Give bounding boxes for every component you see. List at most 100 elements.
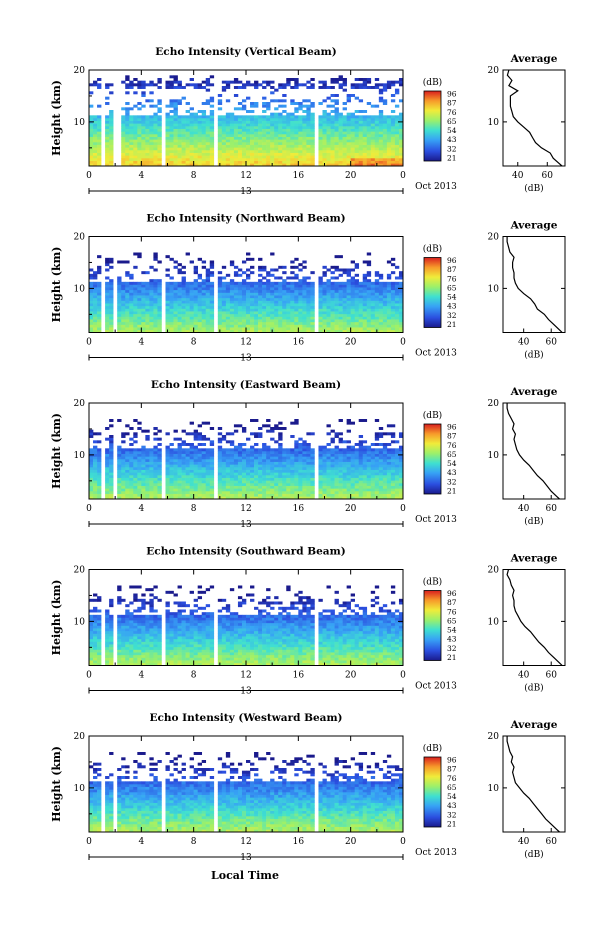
heatmap-cell <box>137 485 142 489</box>
heatmap-cell <box>149 91 154 95</box>
heatmap-cell <box>370 134 376 137</box>
heatmap-cell <box>141 281 146 285</box>
heatmap-cell <box>274 456 279 460</box>
heatmap-cell <box>153 464 158 468</box>
heatmap-cell <box>173 284 178 288</box>
heatmap-cell <box>145 289 150 293</box>
heatmap-cell <box>93 142 98 145</box>
heatmap-cell <box>97 120 102 124</box>
heatmap-cell <box>109 112 114 116</box>
average-x-tick-label: 40 <box>512 171 524 181</box>
heatmap-cell <box>382 287 388 291</box>
heatmap-cell <box>318 147 323 151</box>
heatmap-cell <box>217 324 223 328</box>
heatmap-cell <box>398 321 404 325</box>
heatmap-cell <box>330 472 335 476</box>
heatmap-cell <box>169 456 174 460</box>
heatmap-cell <box>290 316 295 320</box>
heatmap-cell <box>382 118 388 121</box>
heatmap-cell <box>354 316 360 320</box>
heatmap-cell <box>185 461 190 465</box>
heatmap-cell <box>262 475 267 478</box>
heatmap-cell <box>157 155 162 159</box>
heatmap-cell <box>338 152 343 156</box>
heatmap-cell <box>278 126 283 129</box>
heatmap-cell <box>129 480 134 484</box>
average-title: Average <box>510 53 558 65</box>
heatmap-cell <box>350 475 355 478</box>
heatmap-cell <box>205 147 211 151</box>
heatmap-cell <box>334 163 339 167</box>
heatmap-cell <box>189 469 194 473</box>
heatmap-cell <box>274 131 279 135</box>
heatmap-cell <box>129 467 134 470</box>
heatmap-cell <box>322 287 327 291</box>
heatmap-cell <box>241 295 247 299</box>
heatmap-cell <box>201 324 207 328</box>
heatmap-cell <box>278 308 283 312</box>
heatmap-cell <box>169 150 174 153</box>
heatmap-cell <box>117 488 122 492</box>
heatmap-cell <box>185 289 190 293</box>
heatmap-cell <box>378 158 384 161</box>
heatmap-cell <box>181 493 186 497</box>
heatmap-cell <box>141 287 146 291</box>
heatmap-cell <box>141 453 146 457</box>
heatmap-cell <box>241 461 247 465</box>
heatmap-cell <box>121 308 126 312</box>
heatmap-cell <box>225 440 231 444</box>
heatmap-cell <box>306 297 311 301</box>
heatmap-cell <box>221 496 227 500</box>
heatmap-cell <box>177 150 182 153</box>
heatmap-cell <box>310 144 315 148</box>
heatmap-cell <box>354 96 360 100</box>
heatmap-cell <box>342 155 347 159</box>
heatmap-cell <box>225 136 231 140</box>
heatmap-cell <box>330 300 335 304</box>
heatmap-cell <box>294 118 299 121</box>
heatmap-cell <box>278 435 283 438</box>
heatmap-cell <box>173 281 178 285</box>
heatmap-cell <box>338 287 343 291</box>
heatmap-cell <box>294 257 299 261</box>
heatmap-cell <box>221 86 227 89</box>
heatmap-cell <box>237 451 243 454</box>
heatmap-cell <box>262 477 267 481</box>
heatmap-cell <box>241 496 247 500</box>
heatmap-cell <box>250 311 255 315</box>
heatmap-cell <box>117 289 122 293</box>
heatmap-cell <box>181 118 186 121</box>
heatmap-cell <box>209 308 215 312</box>
heatmap-cell <box>342 477 347 481</box>
heatmap-cell <box>326 491 331 494</box>
heatmap-cell <box>346 160 351 164</box>
panel-1: Echo Intensity (Northward Beam)Height (k… <box>50 213 566 364</box>
heatmap-cell <box>310 432 315 436</box>
heatmap-cell <box>302 276 307 280</box>
heatmap-cell <box>254 496 259 500</box>
heatmap-cell <box>125 316 130 320</box>
heatmap-cell <box>350 453 355 457</box>
heatmap-cell <box>322 477 327 481</box>
heatmap-cell <box>378 284 384 288</box>
heatmap-cell <box>185 491 190 494</box>
heatmap-cell <box>173 126 178 129</box>
heatmap-cell <box>386 456 392 460</box>
heatmap-cell <box>89 150 94 153</box>
heatmap-cell <box>89 91 94 95</box>
heatmap-cell <box>298 321 303 325</box>
heatmap-cell <box>366 461 372 465</box>
heatmap-cell <box>286 321 291 325</box>
panel-2: Echo Intensity (Eastward Beam)Height (km… <box>50 379 566 530</box>
heatmap-cell <box>233 475 239 478</box>
heatmap-cell <box>378 136 384 140</box>
heatmap-cell <box>306 123 311 127</box>
heatmap-cell <box>274 107 279 111</box>
heatmap-cell <box>185 300 190 304</box>
heatmap-cell <box>189 445 194 449</box>
heatmap-cell <box>258 292 263 296</box>
colorbar-tick-label: 54 <box>447 126 457 135</box>
heatmap-cell <box>229 123 235 127</box>
heatmap-cell <box>105 257 110 261</box>
heatmap-cell <box>254 308 259 312</box>
